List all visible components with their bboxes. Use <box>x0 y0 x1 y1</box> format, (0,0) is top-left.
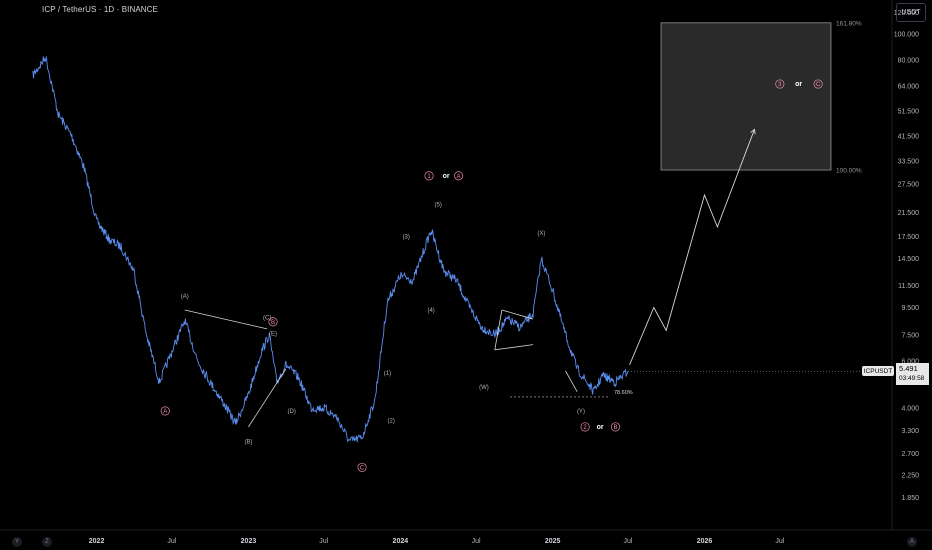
wave-label: (2) <box>388 418 395 424</box>
wave-label: (3) <box>402 234 409 240</box>
fib-level-100-label: 100.00% <box>836 168 862 175</box>
wave-label: (C) <box>263 316 271 322</box>
wave-label-circle <box>813 79 823 89</box>
chart-title: ICP / TetherUS · 1D · BINANCE <box>42 5 158 14</box>
wave-label-circle <box>268 317 278 327</box>
triangle-upper-line[interactable] <box>184 309 268 330</box>
wave-label-circled: 2 <box>583 425 587 431</box>
x-tick-label: 2022 <box>89 538 105 545</box>
y-tick-label: 80.000 <box>898 57 920 64</box>
wave-label: (4) <box>427 308 434 314</box>
current-price: 5.491 <box>899 364 918 373</box>
price-series-line <box>32 56 629 443</box>
wave-label: (A) <box>181 294 189 300</box>
wave-label-circle <box>424 171 434 181</box>
channel-left-line[interactable] <box>494 309 503 350</box>
x-tick-label: Jul <box>623 538 632 545</box>
y-tick-label: 120.000 <box>894 10 919 17</box>
corner-button-z[interactable]: Z <box>42 537 52 547</box>
wave-label: or <box>795 81 802 88</box>
y-tick-label: 4.000 <box>901 406 919 413</box>
diag-line-y[interactable] <box>565 370 578 392</box>
wave-label: or <box>597 424 604 431</box>
y-tick-label: 6.000 <box>901 358 919 365</box>
wave-label: (B) <box>244 439 252 445</box>
x-tick-label: Jul <box>167 538 176 545</box>
y-tick-label: 1.850 <box>901 495 919 502</box>
y-tick-label: 3.300 <box>901 428 919 435</box>
wave-label-circle <box>160 406 170 416</box>
y-tick-label: 7.500 <box>901 332 919 339</box>
wave-label-circle <box>454 171 464 181</box>
wave-label: (W) <box>479 385 489 391</box>
x-tick-label: 2025 <box>545 538 561 545</box>
x-tick-label: Jul <box>472 538 481 545</box>
y-tick-label: 9.500 <box>901 305 919 312</box>
corner-button-y[interactable]: Y <box>12 537 22 547</box>
wave-label-circled: 3 <box>778 82 782 88</box>
wave-label: (5) <box>435 203 442 209</box>
y-tick-label: 27.500 <box>898 181 920 188</box>
bar-countdown: 03:49:58 <box>899 375 925 382</box>
wave-label-circled: B <box>271 320 275 326</box>
currency-unit-button[interactable]: USDT <box>896 3 926 22</box>
y-tick-label: 51.500 <box>898 109 920 116</box>
channel-lower-line[interactable] <box>494 344 534 351</box>
y-tick-label: 2.250 <box>901 472 919 479</box>
wave-label: (X) <box>537 231 545 237</box>
wave-label-circled: B <box>613 425 617 431</box>
wave-label-circle <box>580 422 590 432</box>
channel-upper-line[interactable] <box>501 309 534 320</box>
wave-label: or <box>443 173 450 180</box>
wave-label-circled: C <box>360 466 365 472</box>
wave-label: (E) <box>269 331 277 337</box>
y-tick-label: 2.700 <box>901 451 919 458</box>
y-tick-label: 64.000 <box>898 83 920 90</box>
wave-label-circled: A <box>163 409 167 415</box>
y-tick-label: 14.500 <box>898 256 920 263</box>
x-tick-label: 2026 <box>697 538 713 545</box>
wave-label-circled: 1 <box>427 174 431 180</box>
wave-label-circle <box>357 462 367 472</box>
y-tick-label: 100.000 <box>894 31 919 38</box>
current-price-box: 5.491 03:49:58 <box>896 363 929 385</box>
auto-scale-button[interactable]: A <box>907 537 917 547</box>
fib-level-786-label: 78.60% <box>614 390 633 396</box>
wave-label-circle <box>775 79 785 89</box>
projection-path[interactable] <box>629 129 755 365</box>
y-tick-label: 33.500 <box>898 159 920 166</box>
y-tick-label: 41.500 <box>898 134 920 141</box>
target-zone-box <box>660 22 832 171</box>
symbol-tag: ICPUSDT <box>862 366 894 376</box>
x-tick-label: Jul <box>775 538 784 545</box>
triangle-lower-line[interactable] <box>248 368 287 428</box>
x-tick-label: Jul <box>319 538 328 545</box>
wave-label-circle <box>610 422 621 432</box>
wave-label: (1) <box>384 371 391 377</box>
y-tick-label: 21.500 <box>898 210 920 217</box>
wave-label-circled: A <box>457 174 461 180</box>
projection-arrow-head <box>750 128 756 135</box>
y-tick-label: 17.500 <box>898 234 920 241</box>
wave-label: (Y) <box>577 409 585 415</box>
fib-level-161-label: 161.80% <box>836 20 862 27</box>
wave-label: (D) <box>288 409 296 415</box>
wave-label-circled: C <box>816 82 821 88</box>
x-tick-label: 2023 <box>241 538 257 545</box>
x-tick-label: 2024 <box>393 538 409 545</box>
y-tick-label: 11.500 <box>898 283 919 290</box>
